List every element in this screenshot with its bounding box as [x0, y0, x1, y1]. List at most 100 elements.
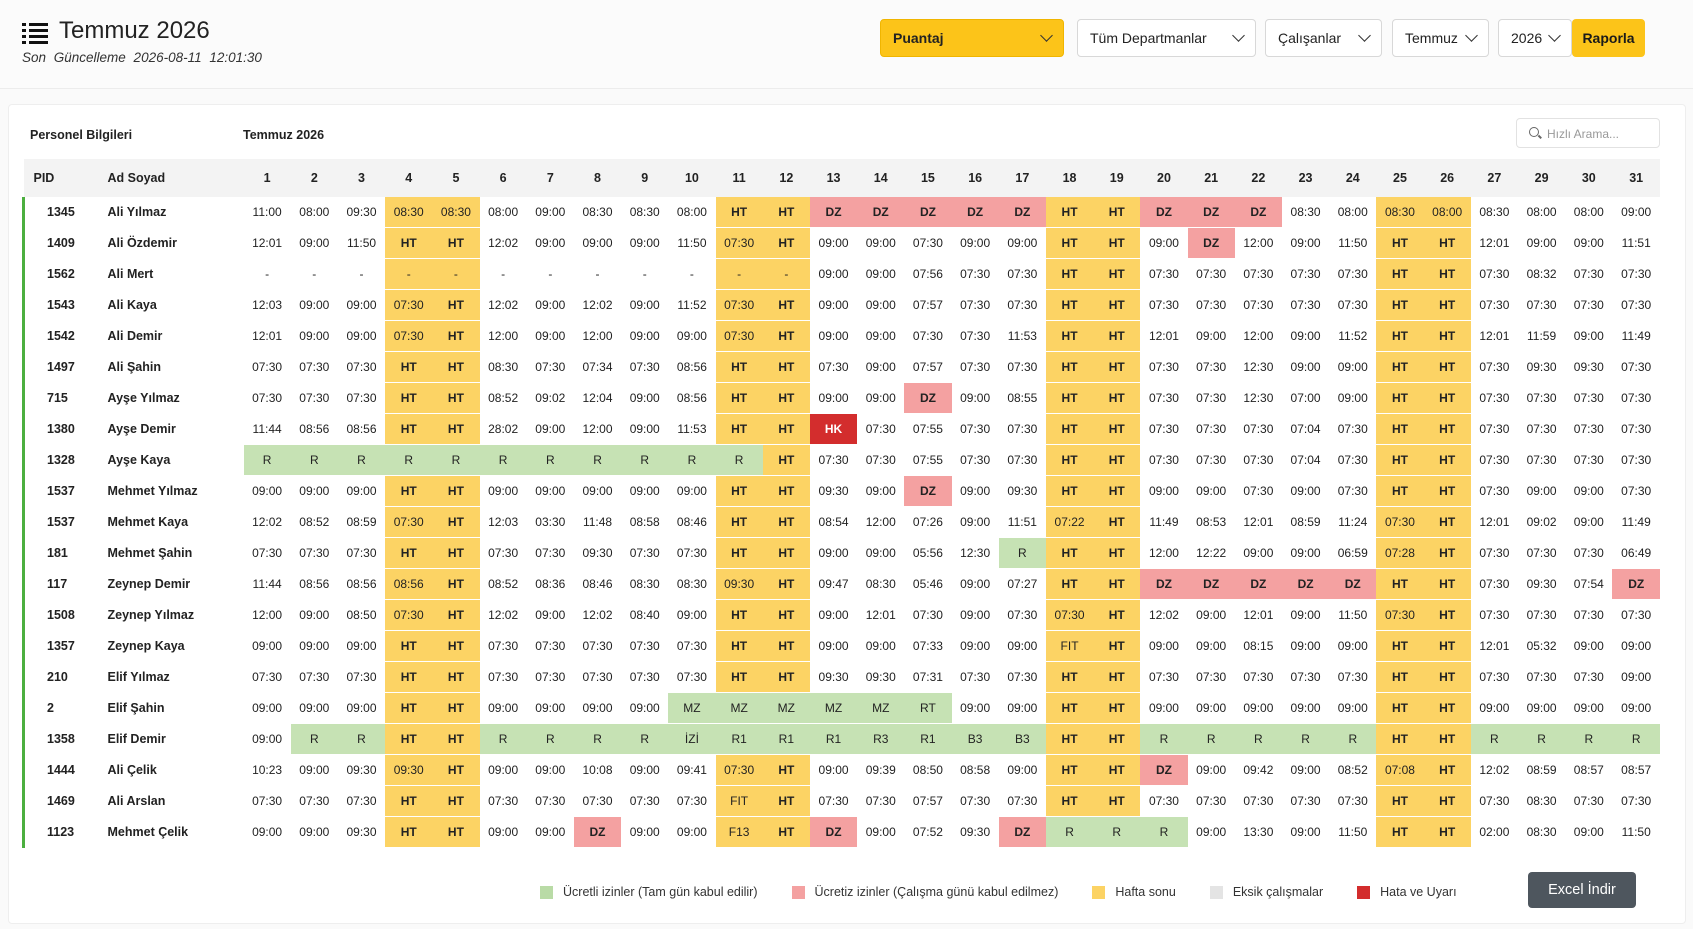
day-cell[interactable]: 07:30: [809, 351, 858, 383]
table-row[interactable]: 1358 Elif Demir 09:00 R R HT HT R R R R İZİ R1 R1 R1 R3…: [22, 723, 1660, 755]
day-cell[interactable]: 07:30: [479, 537, 527, 569]
day-cell[interactable]: 09:30: [998, 475, 1046, 507]
day-cell[interactable]: 08:46: [668, 506, 716, 538]
day-cell[interactable]: 07:30: [526, 537, 574, 569]
day-cell[interactable]: 07:30: [1376, 599, 1424, 631]
day-cell[interactable]: R: [479, 723, 527, 755]
day-cell[interactable]: R1: [762, 723, 810, 755]
day-cell[interactable]: 07:30: [998, 258, 1046, 290]
day-cell[interactable]: 08:59: [337, 506, 386, 538]
day-cell[interactable]: -: [668, 258, 716, 290]
day-cell[interactable]: 09:00: [1329, 382, 1377, 414]
day-cell[interactable]: 09:00: [951, 227, 999, 259]
day-cell[interactable]: DZ: [573, 816, 622, 848]
day-cell[interactable]: 07:30: [1517, 537, 1566, 569]
day-cell[interactable]: 09:00: [1329, 692, 1377, 724]
day-cell[interactable]: FIT: [1045, 630, 1094, 662]
day-cell[interactable]: 08:57: [1565, 754, 1613, 786]
table-row[interactable]: 210 Elif Yılmaz 07:30 07:30 07:30 HT HT 07:30 07…: [22, 661, 1660, 693]
day-cell[interactable]: 07:30: [573, 630, 622, 662]
day-cell[interactable]: 09:00: [290, 320, 338, 352]
day-cell[interactable]: 09:00: [809, 289, 858, 321]
day-cell[interactable]: R3: [857, 723, 905, 755]
day-cell[interactable]: 09:00: [1281, 537, 1330, 569]
day-cell[interactable]: 07:30: [1187, 785, 1235, 817]
day-cell[interactable]: HT: [1423, 692, 1471, 724]
day-cell[interactable]: 10:08: [573, 754, 622, 786]
day-cell[interactable]: 12:30: [1234, 351, 1282, 383]
day-cell[interactable]: 08:00: [1329, 197, 1377, 228]
day-cell[interactable]: 09:00: [290, 630, 338, 662]
day-cell[interactable]: R: [1093, 816, 1141, 848]
day-cell[interactable]: 07:30: [998, 413, 1046, 445]
day-cell[interactable]: R: [621, 444, 669, 476]
day-cell[interactable]: 09:00: [337, 320, 386, 352]
day-cell[interactable]: 12:02: [1470, 754, 1518, 786]
day-cell[interactable]: HT: [715, 475, 763, 507]
day-cell[interactable]: 12:00: [573, 413, 622, 445]
day-cell[interactable]: HT: [432, 382, 480, 414]
day-cell[interactable]: 08:56: [290, 413, 338, 445]
day-cell[interactable]: HT: [1376, 661, 1424, 693]
day-cell[interactable]: R: [573, 444, 622, 476]
day-cell[interactable]: 09:00: [809, 320, 858, 352]
day-cell[interactable]: 07:30: [290, 382, 338, 414]
day-cell[interactable]: R1: [809, 723, 858, 755]
day-cell[interactable]: MZ: [809, 692, 858, 724]
day-cell[interactable]: 08:56: [385, 568, 433, 600]
day-cell[interactable]: HT: [1045, 382, 1094, 414]
table-row[interactable]: 1537 Mehmet Kaya 12:02 08:52 08:59 07:30 HT 12:…: [22, 506, 1660, 538]
day-cell[interactable]: HT: [715, 599, 763, 631]
day-cell[interactable]: HT: [1093, 413, 1141, 445]
day-cell[interactable]: 07:30: [526, 785, 574, 817]
day-cell[interactable]: DZ: [904, 382, 952, 414]
day-cell[interactable]: 09:30: [573, 537, 622, 569]
day-cell[interactable]: 09:00: [290, 289, 338, 321]
day-cell[interactable]: 07:30: [998, 661, 1046, 693]
day-cell[interactable]: DZ: [1234, 568, 1282, 600]
day-cell[interactable]: 09:00: [809, 599, 858, 631]
day-cell[interactable]: 09:00: [857, 537, 905, 569]
day-cell[interactable]: 09:30: [809, 475, 858, 507]
day-cell[interactable]: B3: [998, 723, 1046, 755]
day-cell[interactable]: HT: [1093, 630, 1141, 662]
day-cell[interactable]: HT: [1376, 692, 1424, 724]
day-cell[interactable]: 08:56: [337, 568, 386, 600]
day-cell[interactable]: -: [526, 258, 574, 290]
day-cell[interactable]: HT: [762, 320, 810, 352]
day-cell[interactable]: 09:00: [1187, 599, 1235, 631]
day-cell[interactable]: 09:00: [479, 754, 527, 786]
day-cell[interactable]: 09:30: [715, 568, 763, 600]
day-cell[interactable]: -: [573, 258, 622, 290]
day-cell[interactable]: 07:30: [243, 785, 291, 817]
table-row[interactable]: 1328 Ayşe Kaya R R R R R R R R R R R HT 07:30 07:30 07:5…: [22, 444, 1660, 476]
day-cell[interactable]: 09:00: [951, 630, 999, 662]
day-cell[interactable]: 11:49: [1612, 320, 1660, 352]
day-cell[interactable]: 07:30: [1517, 599, 1566, 631]
day-cell[interactable]: 08:30: [1470, 197, 1518, 228]
day-cell[interactable]: R: [668, 444, 716, 476]
day-cell[interactable]: 07:30: [1187, 351, 1235, 383]
day-cell[interactable]: HT: [762, 413, 810, 445]
day-cell[interactable]: HT: [385, 816, 433, 848]
day-cell[interactable]: 07:30: [337, 382, 386, 414]
day-cell[interactable]: 09:00: [526, 754, 574, 786]
day-cell[interactable]: 08:30: [573, 197, 622, 228]
day-cell[interactable]: 07:57: [904, 351, 952, 383]
day-cell[interactable]: 12:01: [1470, 506, 1518, 538]
day-cell[interactable]: 06:49: [1612, 537, 1660, 569]
month-select[interactable]: Temmuz: [1392, 19, 1489, 57]
day-cell[interactable]: 13:30: [1234, 816, 1282, 848]
day-cell[interactable]: 09:00: [621, 754, 669, 786]
day-cell[interactable]: HT: [1093, 444, 1141, 476]
day-cell[interactable]: 07:30: [1470, 289, 1518, 321]
day-cell[interactable]: 09:00: [951, 599, 999, 631]
day-cell[interactable]: DZ: [904, 197, 952, 228]
day-cell[interactable]: HT: [432, 506, 480, 538]
day-cell[interactable]: 07:57: [904, 785, 952, 817]
day-cell[interactable]: 07:30: [1329, 289, 1377, 321]
day-cell[interactable]: HT: [762, 444, 810, 476]
day-cell[interactable]: 09:00: [1565, 506, 1613, 538]
day-cell[interactable]: 07:30: [1612, 289, 1660, 321]
day-cell[interactable]: 09:00: [526, 320, 574, 352]
